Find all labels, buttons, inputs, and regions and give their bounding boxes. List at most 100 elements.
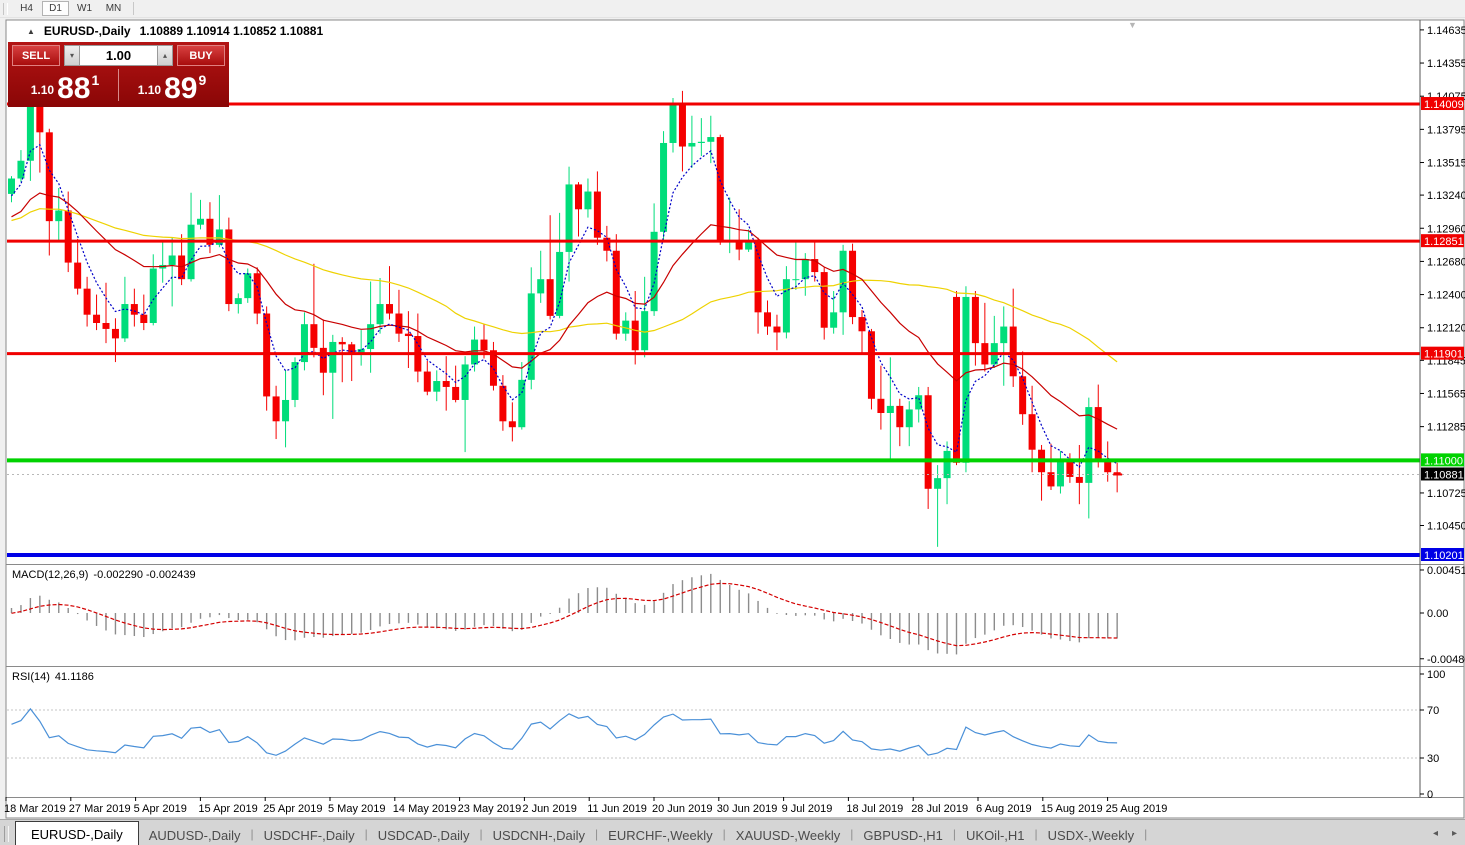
macd-name: MACD(12,26,9)	[12, 569, 89, 581]
date-axis-label: 30 Jun 2019	[717, 803, 778, 815]
chart-symbol-title: EURUSD-,Daily	[43, 24, 131, 38]
date-axis-label: 25 Aug 2019	[1106, 803, 1168, 815]
level-price-label-text: 1.11901	[1424, 349, 1463, 361]
date-axis-label: 18 Jul 2019	[846, 803, 903, 815]
price-axis-tick-label: 1.14355	[1427, 58, 1465, 70]
price-axis-tick-label: 1.10450	[1427, 521, 1465, 533]
tab-separator: |	[722, 827, 726, 841]
symbol-tab-audusd[interactable]: AUDUSD-,Daily	[148, 827, 241, 843]
rsi-axis-label: 0	[1427, 789, 1433, 801]
tab-separator: |	[250, 827, 254, 841]
chevron-up-icon: ▴	[162, 51, 167, 60]
rsi-value: 41.1186	[54, 671, 94, 683]
timeframe-button-w1[interactable]: W1	[71, 1, 98, 16]
rsi-indicator-label: RSI(14) 41.1186	[12, 671, 94, 683]
timeframe-toolbar: H4 D1 W1 MN	[0, 0, 1465, 18]
timeframe-buttons: H4 D1 W1 MN	[12, 1, 128, 16]
date-axis-label: 5 Apr 2019	[134, 803, 187, 815]
level-price-label-text: 1.14009	[1424, 99, 1464, 111]
buy-price[interactable]: 1.10 89 9	[119, 72, 225, 103]
chevron-down-icon: ▾	[69, 51, 74, 60]
sell-button[interactable]: SELL	[12, 45, 60, 66]
scroll-to-end-marker-icon[interactable]: ▼	[1128, 20, 1137, 30]
timeframe-button-d1[interactable]: D1	[42, 1, 69, 16]
tab-separator: |	[850, 827, 854, 841]
level-price-label-text: 1.12851	[1424, 236, 1464, 248]
level-price-label	[1421, 346, 1464, 360]
rsi-name: RSI(14)	[12, 671, 50, 683]
symbol-tabs: EURUSD-,Daily AUDUSD-,Daily | USDCHF-,Daily…	[15, 820, 1147, 845]
date-axis-label: 11 Jun 2019	[587, 803, 647, 815]
macd-signal-line	[11, 582, 1118, 647]
buy-price-sup: 9	[198, 72, 207, 88]
buy-price-main: 1.10	[137, 83, 162, 97]
macd-axis-label: 0.00	[1427, 608, 1448, 620]
price-axis-tick-label: 1.12680	[1427, 256, 1465, 268]
macd-indicator-label: MACD(12,26,9) -0.002290 -0.002439	[12, 569, 196, 581]
tab-scroll-arrows: ◂ ▸	[1433, 828, 1457, 839]
date-axis-label: 5 May 2019	[328, 803, 385, 815]
date-axis-label: 18 Mar 2019	[4, 803, 66, 815]
timeframe-button-mn[interactable]: MN	[100, 1, 127, 16]
symbol-tab-bar: EURUSD-,Daily AUDUSD-,Daily | USDCHF-,Daily…	[0, 819, 1465, 845]
tab-separator: |	[1144, 827, 1148, 841]
date-axis-label: 6 Aug 2019	[976, 803, 1032, 815]
price-divider	[118, 69, 119, 101]
level-price-label-text: 1.11000	[1424, 455, 1463, 467]
scroll-tabs-right-icon[interactable]: ▸	[1451, 828, 1457, 839]
tabbar-grip	[4, 826, 9, 842]
macd-values: -0.002290 -0.002439	[93, 569, 196, 581]
price-axis-tick-label: 1.13240	[1427, 190, 1465, 202]
sell-price-main: 1.10	[30, 83, 55, 97]
price-axis-tick-label: 1.14635	[1427, 25, 1465, 37]
rsi-axis-label: 100	[1427, 669, 1445, 681]
tab-separator: |	[479, 827, 483, 841]
sell-price[interactable]: 1.10 88 1	[12, 72, 118, 103]
symbol-tab-usdx[interactable]: USDX-,Weekly	[1047, 827, 1135, 843]
symbol-tab-usdchf[interactable]: USDCHF-,Daily	[263, 827, 355, 843]
tab-separator: |	[1034, 827, 1038, 841]
symbol-tab-xauusd[interactable]: XAUUSD-,Weekly	[735, 827, 841, 843]
date-axis-label: 28 Jul 2019	[911, 803, 968, 815]
scroll-tabs-left-icon[interactable]: ◂	[1432, 828, 1438, 839]
symbol-tab-usdcnh[interactable]: USDCNH-,Daily	[492, 827, 586, 843]
price-axis-tick-label: 1.11285	[1427, 422, 1465, 434]
symbol-tab-eurusd[interactable]: EURUSD-,Daily	[15, 821, 139, 845]
date-axis-label: 20 Jun 2019	[652, 803, 713, 815]
tab-separator: |	[364, 827, 368, 841]
ma-mid-line	[11, 192, 1118, 430]
tab-separator: |	[952, 827, 957, 841]
symbol-tab-eurchf[interactable]: EURCHF-,Weekly	[608, 827, 713, 843]
buy-price-big: 89	[164, 71, 198, 105]
sell-price-sup: 1	[91, 72, 100, 88]
toolbar-separator	[133, 2, 134, 15]
current-price-label	[1421, 467, 1464, 481]
price-axis-tick-label: 1.10725	[1427, 488, 1465, 500]
timeframe-button-h4[interactable]: H4	[13, 1, 40, 16]
macd-axis-label: -0.004806	[1427, 654, 1465, 666]
symbol-tab-gbpusd[interactable]: GBPUSD-,H1	[863, 827, 943, 843]
ma-slow-line	[11, 208, 1118, 363]
date-axis-label: 14 May 2019	[393, 803, 457, 815]
symbol-tab-ukoil[interactable]: UKOil-,H1	[966, 827, 1025, 843]
toolbar-grip[interactable]	[3, 2, 8, 15]
volume-decrease-button[interactable]: ▾	[64, 45, 80, 66]
level-price-label	[1421, 548, 1464, 562]
symbol-tab-usdcad[interactable]: USDCAD-,Daily	[377, 827, 470, 843]
one-click-expand-arrow-icon[interactable]: ▲	[27, 26, 35, 36]
date-axis-label: 2 Jun 2019	[522, 803, 576, 815]
price-axis-tick-label: 1.12960	[1427, 223, 1465, 235]
volume-increase-button[interactable]: ▴	[157, 45, 173, 66]
level-price-label-text: 1.10201	[1424, 550, 1464, 562]
date-axis-label: 23 May 2019	[458, 803, 522, 815]
buy-button[interactable]: BUY	[177, 45, 225, 66]
date-axis-label: 15 Apr 2019	[198, 803, 257, 815]
date-axis-label: 9 Jul 2019	[782, 803, 833, 815]
level-price-label	[1421, 453, 1464, 467]
macd-axis-label: 0.004517	[1427, 565, 1465, 577]
current-price-label-text: 1.10881	[1424, 469, 1464, 481]
volume-input[interactable]: 1.00	[80, 45, 157, 66]
date-axis-label: 15 Aug 2019	[1041, 803, 1103, 815]
